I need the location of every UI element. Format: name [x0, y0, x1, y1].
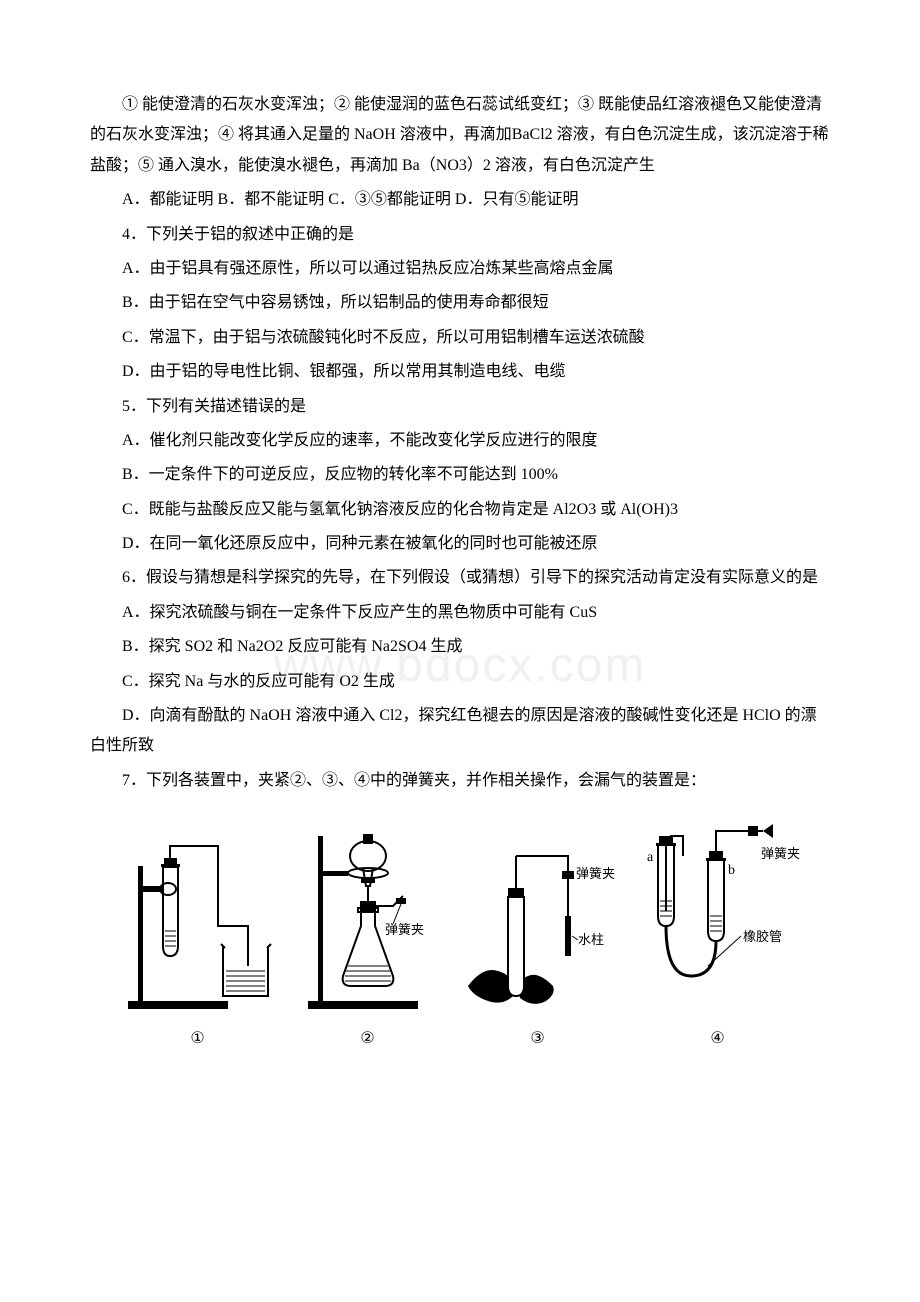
spring-clip-label-3: 弹簧夹: [576, 866, 615, 881]
rubber-tube-label: 橡胶管: [743, 929, 782, 944]
apparatus-4: a b 弹簧夹 橡胶管 ④: [633, 816, 803, 1054]
q7-stem: 7．下列各装置中，夹紧②、③、④中的弹簧夹，并作相关操作，会漏气的装置是：: [90, 766, 830, 796]
apparatus-3: 弹簧夹 水柱 ③: [458, 836, 618, 1054]
q5-option-a: A．催化剂只能改变化学反应的速率，不能改变化学反应进行的限度: [90, 426, 830, 456]
q6-stem: 6．假设与猜想是科学探究的先导，在下列假设（或猜想）引导下的探究活动肯定没有实际…: [90, 563, 830, 593]
q6-option-a: A．探究浓硫酸与铜在一定条件下反应产生的黑色物质中可能有 CuS: [90, 598, 830, 628]
q6-option-d: D．向滴有酚酞的 NaOH 溶液中通入 Cl2，探究红色褪去的原因是溶液的酸碱性…: [90, 701, 830, 762]
q4-option-c: C．常温下，由于铝与浓硫酸钝化时不反应，所以可用铝制槽车运送浓硫酸: [90, 323, 830, 353]
apparatus-4-svg: a b 弹簧夹 橡胶管: [633, 816, 803, 1016]
q4-option-a: A．由于铝具有强还原性，所以可以通过铝热反应冶炼某些高熔点金属: [90, 254, 830, 284]
apparatus-figure-row: ①: [90, 816, 830, 1054]
q3-options: A．都能证明 B．都不能证明 C．③⑤都能证明 D．只有⑤能证明: [90, 185, 830, 215]
label-b: b: [728, 863, 735, 878]
apparatus-2: 弹簧夹 ②: [293, 816, 443, 1054]
q6-option-b: B．探究 SO2 和 Na2O2 反应可能有 Na2SO4 生成: [90, 632, 830, 662]
q4-option-b: B．由于铝在空气中容易锈蚀，所以铝制品的使用寿命都很短: [90, 288, 830, 318]
apparatus-1: ①: [118, 836, 278, 1054]
apparatus-1-label: ①: [190, 1024, 204, 1054]
q5-stem: 5．下列有关描述错误的是: [90, 392, 830, 422]
spring-clip-label-2: 弹簧夹: [385, 922, 424, 937]
apparatus-3-svg: 弹簧夹 水柱: [458, 836, 618, 1016]
label-a: a: [647, 850, 654, 865]
apparatus-2-svg: 弹簧夹: [293, 816, 443, 1016]
q4-option-d: D．由于铝的导电性比铜、银都强，所以常用其制造电线、电缆: [90, 357, 830, 387]
q5-option-b: B．一定条件下的可逆反应，反应物的转化率不可能达到 100%: [90, 460, 830, 490]
q6-option-c: C．探究 Na 与水的反应可能有 O2 生成: [90, 667, 830, 697]
water-column-label: 水柱: [578, 932, 604, 947]
q5-option-c: C．既能与盐酸反应又能与氢氧化钠溶液反应的化合物肯定是 Al2O3 或 Al(O…: [90, 495, 830, 525]
apparatus-3-label: ③: [530, 1024, 544, 1054]
spring-clip-label-4: 弹簧夹: [761, 846, 800, 861]
q3-intro: ① 能使澄清的石灰水变浑浊；② 能使湿润的蓝色石蕊试纸变红；③ 既能使品红溶液褪…: [90, 90, 830, 181]
q5-option-d: D．在同一氧化还原反应中，同种元素在被氧化的同时也可能被还原: [90, 529, 830, 559]
q4-stem: 4．下列关于铝的叙述中正确的是: [90, 220, 830, 250]
apparatus-2-label: ②: [360, 1024, 374, 1054]
apparatus-1-svg: [118, 836, 278, 1016]
apparatus-4-label: ④: [710, 1024, 724, 1054]
